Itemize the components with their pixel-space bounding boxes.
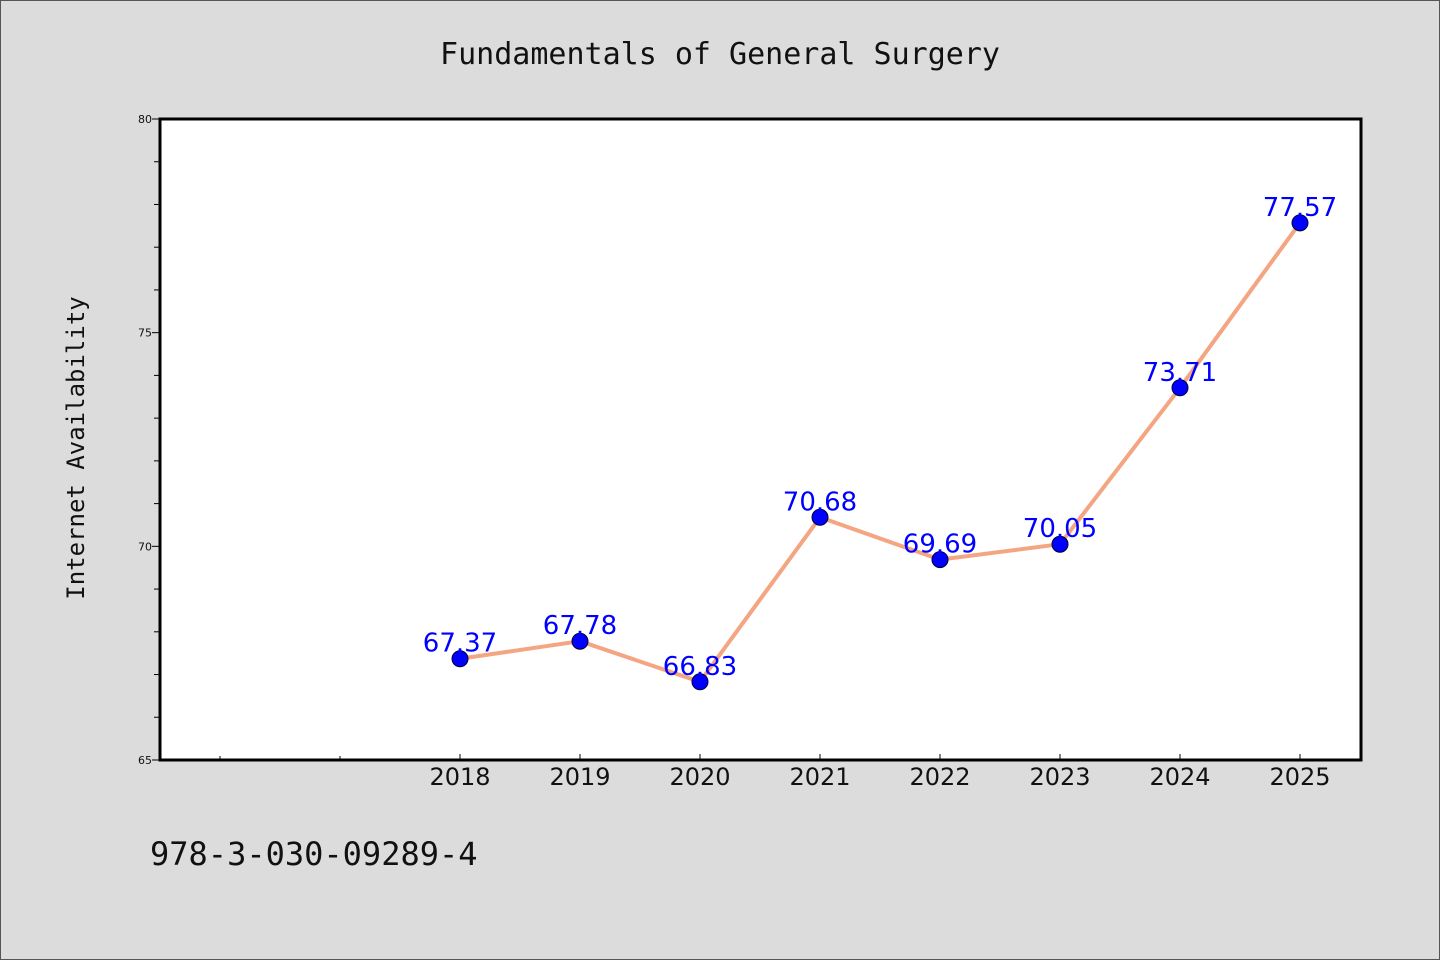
data-point (1051, 535, 1069, 553)
data-point (1171, 379, 1189, 397)
chart-title: Fundamentals of General Surgery (440, 37, 1000, 72)
series-layer (451, 214, 1309, 691)
data-point (931, 551, 949, 569)
data-label: 70.05 (1023, 514, 1097, 544)
x-tick-label: 2023 (1029, 763, 1090, 791)
data-point (811, 508, 829, 526)
y-tick-label: 75 (138, 327, 152, 340)
data-label: 77.57 (1263, 193, 1337, 223)
y-tick-label: 65 (138, 754, 152, 767)
data-label: 67.37 (423, 629, 497, 659)
y-axis-ticks: 65 70 75 80 (138, 113, 160, 767)
y-tick-label: 80 (138, 113, 152, 126)
data-point (1291, 214, 1309, 232)
data-point (691, 673, 709, 691)
x-tick-label: 2019 (549, 763, 610, 791)
plot-area (158, 117, 1363, 762)
x-axis-ticks: 2018 2019 2020 2021 2022 2023 2024 2025 (219, 754, 1331, 791)
series-line (459, 221, 1302, 684)
x-tick-label: 2024 (1149, 763, 1210, 791)
data-point (571, 632, 589, 650)
data-label: 73.71 (1143, 358, 1217, 388)
isbn-footer: 978-3-030-09289-4 (150, 835, 478, 873)
y-tick-label: 70 (138, 540, 152, 553)
data-label: 70.68 (783, 487, 857, 517)
x-tick-label: 2025 (1269, 763, 1330, 791)
x-tick-label: 2021 (789, 763, 850, 791)
x-tick-label: 2020 (669, 763, 730, 791)
data-label: 69.69 (903, 530, 977, 560)
y-axis-label: Internet Availability (62, 296, 90, 599)
x-tick-label: 2018 (429, 763, 490, 791)
data-label: 66.83 (663, 652, 737, 682)
data-label: 67.78 (543, 611, 617, 641)
data-point (451, 650, 469, 668)
data-labels: 67.37 67.78 66.83 70.68 69.69 70.05 73.71 77.57 (423, 193, 1337, 682)
x-tick-label: 2022 (909, 763, 970, 791)
